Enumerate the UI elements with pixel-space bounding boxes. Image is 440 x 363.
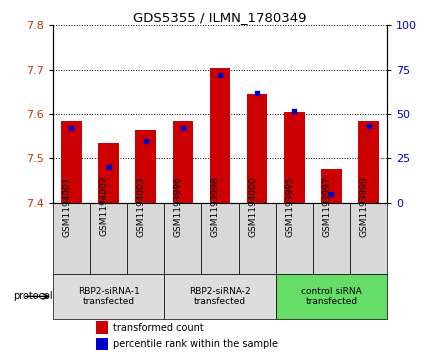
Text: GSM1194003: GSM1194003	[137, 176, 146, 237]
Text: control siRNA
transfected: control siRNA transfected	[301, 287, 362, 306]
Bar	[276, 203, 313, 274]
Bar	[127, 203, 164, 274]
Text: GSM1193999: GSM1193999	[359, 176, 369, 237]
Bar	[202, 203, 238, 274]
Text: GSM1194001: GSM1194001	[62, 176, 71, 237]
Text: percentile rank within the sample: percentile rank within the sample	[113, 339, 278, 349]
Bar	[172, 121, 193, 203]
Bar	[53, 274, 164, 319]
Text: GSM1193995: GSM1193995	[285, 176, 294, 237]
Text: GSM1194002: GSM1194002	[99, 176, 109, 236]
Bar	[53, 203, 90, 274]
Text: GSM1193996: GSM1193996	[174, 176, 183, 237]
Bar	[359, 121, 379, 203]
Text: protocol: protocol	[13, 291, 53, 301]
Bar	[164, 274, 276, 319]
Bar	[96, 322, 108, 334]
Bar	[321, 170, 342, 203]
Bar	[284, 112, 304, 203]
Bar	[164, 203, 202, 274]
Text: GSM1193998: GSM1193998	[211, 176, 220, 237]
Bar	[313, 203, 350, 274]
Bar	[96, 338, 108, 350]
Text: RBP2-siRNA-2
transfected: RBP2-siRNA-2 transfected	[189, 287, 251, 306]
Text: RBP2-siRNA-1
transfected: RBP2-siRNA-1 transfected	[77, 287, 139, 306]
Bar	[136, 130, 156, 203]
Bar	[238, 203, 276, 274]
Bar	[98, 143, 119, 203]
Text: GSM1193997: GSM1193997	[323, 176, 331, 237]
Bar	[350, 203, 387, 274]
Text: transformed count: transformed count	[113, 323, 204, 333]
Bar	[61, 121, 81, 203]
Bar	[210, 68, 230, 203]
Title: GDS5355 / ILMN_1780349: GDS5355 / ILMN_1780349	[133, 11, 307, 24]
Bar	[90, 203, 127, 274]
Bar	[247, 94, 268, 203]
Text: GSM1194000: GSM1194000	[248, 176, 257, 237]
Bar	[276, 274, 387, 319]
